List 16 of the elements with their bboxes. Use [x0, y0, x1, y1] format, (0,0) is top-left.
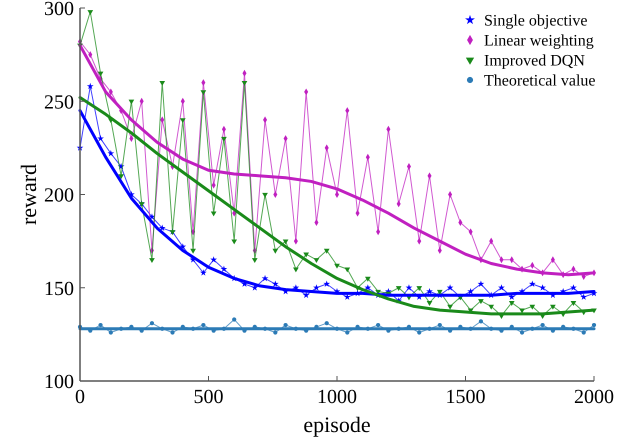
- x-axis-title: episode: [303, 412, 371, 437]
- legend-label: Improved DQN: [484, 52, 586, 70]
- y-tick-label: 250: [44, 91, 74, 114]
- legend-label: Linear weighting: [484, 32, 594, 50]
- legend-label: Theoretical value: [484, 72, 596, 90]
- legend-label: Single objective: [484, 12, 588, 30]
- x-tick-label: 0: [75, 386, 85, 408]
- x-tick-label: 500: [194, 386, 224, 408]
- y-tick-label: 200: [44, 184, 74, 206]
- x-tick-label: 2000: [574, 386, 614, 408]
- y-tick-label: 100: [44, 371, 74, 393]
- x-tick-label: 1000: [317, 386, 357, 408]
- x-tick-label: 1500: [446, 386, 486, 408]
- y-axis-title: reward: [16, 164, 41, 226]
- y-tick-label: 300: [44, 0, 74, 20]
- y-tick-label: 150: [44, 278, 74, 300]
